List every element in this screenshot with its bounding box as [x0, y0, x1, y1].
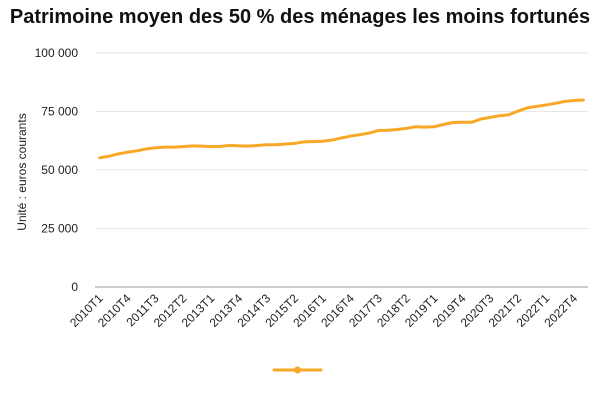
x-axis-ticks: 2010T12010T42011T32012T22013T12013T42014…	[67, 291, 580, 330]
y-tick-label: 100 000	[35, 46, 79, 60]
series-layer	[98, 98, 585, 160]
y-tick-label: 75 000	[41, 105, 78, 119]
chart-title: Patrimoine moyen des 50 % des ménages le…	[9, 6, 591, 28]
y-axis-ticks: 0 25 000 50 000 75 000 100 000	[35, 46, 79, 294]
y-tick-label: 50 000	[41, 163, 78, 177]
y-tick-label: 25 000	[41, 222, 78, 236]
legend	[272, 366, 323, 374]
y-axis-label: Unité : euros courants	[15, 113, 29, 230]
series-line	[98, 98, 585, 160]
grid-lines	[95, 52, 588, 288]
legend-marker	[294, 366, 301, 374]
y-tick-label: 0	[71, 280, 78, 294]
